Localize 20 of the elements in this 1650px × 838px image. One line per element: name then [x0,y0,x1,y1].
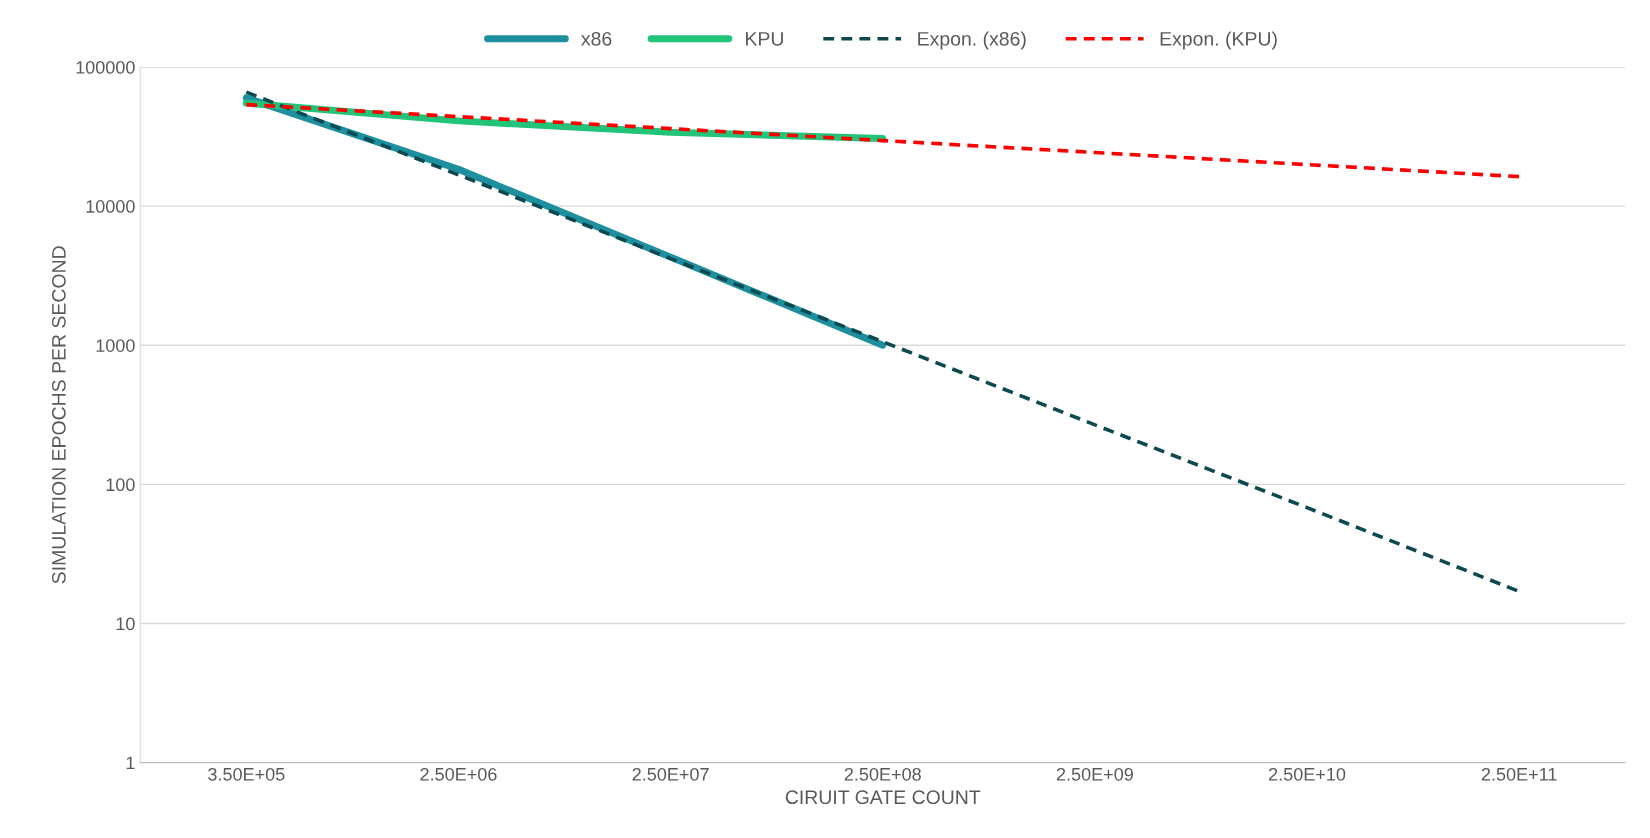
x-tick-label: 2.50E+08 [844,767,921,781]
x-axis-title: CIRUIT GATE COUNT [785,790,981,805]
x-tick-label: 2.50E+09 [1056,767,1133,781]
x-tick-label: 3.50E+05 [208,767,285,781]
legend-label: x86 [581,31,612,46]
y-tick-label: 10 [116,617,135,631]
y-tick-label: 10000 [86,200,135,213]
y-tick-label: 1 [126,756,135,770]
x-tick-label: 2.50E+06 [420,767,497,781]
x-tick-label: 2.50E+11 [1481,767,1557,781]
legend-label: Expon. (x86) [918,31,1026,50]
x-tick-label: 2.50E+07 [632,767,709,781]
x-tick-label: 2.50E+10 [1269,767,1346,781]
legend-label: Expon. (KPU) [1160,31,1277,50]
line-series [244,102,1521,179]
y-tick-label: 100000 [76,60,135,74]
y-tick-label: 1000 [96,339,135,352]
legend-label: KPU [746,32,783,46]
y-axis-title: SIMULATION EPOCHS PER SECOND [51,246,66,584]
y-tick-label: 100 [106,478,135,492]
